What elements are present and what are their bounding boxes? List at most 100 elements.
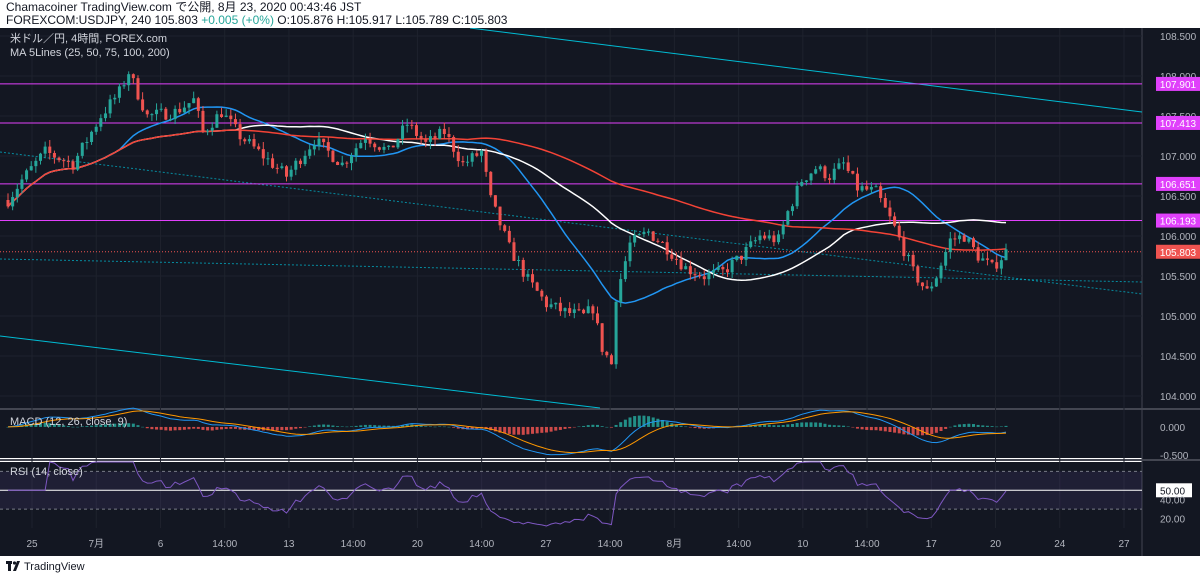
chart-canvas[interactable]: 108.500108.000107.500107.000106.500106.0… xyxy=(0,28,1200,556)
macd-bar xyxy=(456,426,460,429)
candle xyxy=(396,138,400,150)
candle-body xyxy=(614,301,618,365)
macd-bar xyxy=(893,426,897,433)
macd-bar xyxy=(368,424,372,427)
candle xyxy=(6,193,10,209)
macd-bar xyxy=(958,424,962,427)
candle xyxy=(790,203,794,216)
candle xyxy=(336,161,340,166)
candle-body xyxy=(405,124,409,126)
macd-bar xyxy=(294,426,298,429)
rsi-tick-label: 20.00 xyxy=(1160,515,1185,526)
macd-bar xyxy=(447,426,451,428)
candle xyxy=(842,157,846,170)
macd-bar xyxy=(317,424,321,427)
macd-bar xyxy=(526,426,530,435)
candle-body xyxy=(136,78,140,100)
macd-bar xyxy=(489,426,493,431)
candle xyxy=(962,233,966,242)
candle xyxy=(503,224,507,233)
macd-bar xyxy=(568,426,572,429)
candle-body xyxy=(795,185,799,207)
candle xyxy=(633,229,637,247)
rsi-tick-label: 50.00 xyxy=(1160,486,1185,497)
ohlc-values: O:105.876 H:105.917 L:105.789 C:105.803 xyxy=(277,13,508,27)
candle-body xyxy=(475,153,479,156)
candle-body xyxy=(730,259,734,273)
macd-bar xyxy=(642,415,646,427)
candle-body xyxy=(517,260,521,262)
macd-bar xyxy=(62,425,66,427)
candle-body xyxy=(637,234,641,236)
macd-bar xyxy=(215,426,219,430)
macd-bar xyxy=(80,426,84,427)
time-tick-label: 13 xyxy=(283,539,295,550)
candle-body xyxy=(772,235,776,243)
macd-bar xyxy=(220,426,224,430)
macd-bar xyxy=(837,425,841,427)
macd-bar xyxy=(823,423,827,427)
candle-body xyxy=(141,99,145,111)
candle xyxy=(512,237,516,262)
ma-line-100 xyxy=(7,129,1007,251)
candle-body xyxy=(572,309,576,313)
candle-body xyxy=(363,139,367,143)
candle-body xyxy=(568,308,572,313)
price-label-value: 107.413 xyxy=(1160,119,1197,130)
candle-body xyxy=(586,306,590,314)
candle xyxy=(828,173,832,185)
candle-body xyxy=(201,110,205,132)
macd-bar xyxy=(976,424,980,427)
candle xyxy=(670,248,674,262)
macd-bar xyxy=(438,426,442,427)
candle xyxy=(29,161,33,171)
candle xyxy=(141,92,145,112)
macd-bar xyxy=(549,426,553,432)
price-label-value: 106.193 xyxy=(1160,217,1197,228)
candle-body xyxy=(790,206,794,212)
candle-body xyxy=(939,265,943,279)
candle-body xyxy=(990,259,994,263)
macd-bar xyxy=(298,426,302,429)
candle xyxy=(609,353,613,365)
candle-body xyxy=(131,74,135,79)
candle-body xyxy=(229,115,233,120)
candle-body xyxy=(823,166,827,179)
trendline-lower xyxy=(0,335,601,409)
macd-bar xyxy=(433,426,437,428)
candle-body xyxy=(215,114,219,128)
macd-bar xyxy=(582,425,586,427)
candle xyxy=(238,118,242,146)
price-tick-label: 106.500 xyxy=(1160,192,1197,203)
macd-bar xyxy=(382,425,386,427)
candle xyxy=(103,106,107,122)
macd-bar xyxy=(600,426,604,427)
macd-bar xyxy=(312,425,316,427)
candle-body xyxy=(674,258,678,260)
candle-body xyxy=(1004,249,1008,261)
candle xyxy=(851,170,855,175)
candle-body xyxy=(461,161,465,163)
candle-body xyxy=(846,162,850,171)
macd-bar xyxy=(507,426,511,434)
candle-body xyxy=(308,149,312,156)
candle xyxy=(642,227,646,238)
candle-body xyxy=(164,108,168,120)
macd-bar xyxy=(605,426,609,428)
candle xyxy=(549,298,553,309)
candle-body xyxy=(155,109,159,115)
macd-bar xyxy=(117,423,121,427)
macd-bar xyxy=(419,425,423,427)
candle-body xyxy=(466,161,470,163)
candle-body xyxy=(224,115,228,117)
candle xyxy=(80,142,84,159)
candle xyxy=(470,151,474,167)
macd-bar xyxy=(702,426,706,429)
macd-bar xyxy=(373,425,377,427)
candle xyxy=(168,114,172,122)
candle xyxy=(294,158,298,176)
time-tick-label: 17 xyxy=(926,539,938,550)
price-label-value: 107.901 xyxy=(1160,80,1197,91)
candle-body xyxy=(656,240,660,242)
candle xyxy=(651,230,655,242)
